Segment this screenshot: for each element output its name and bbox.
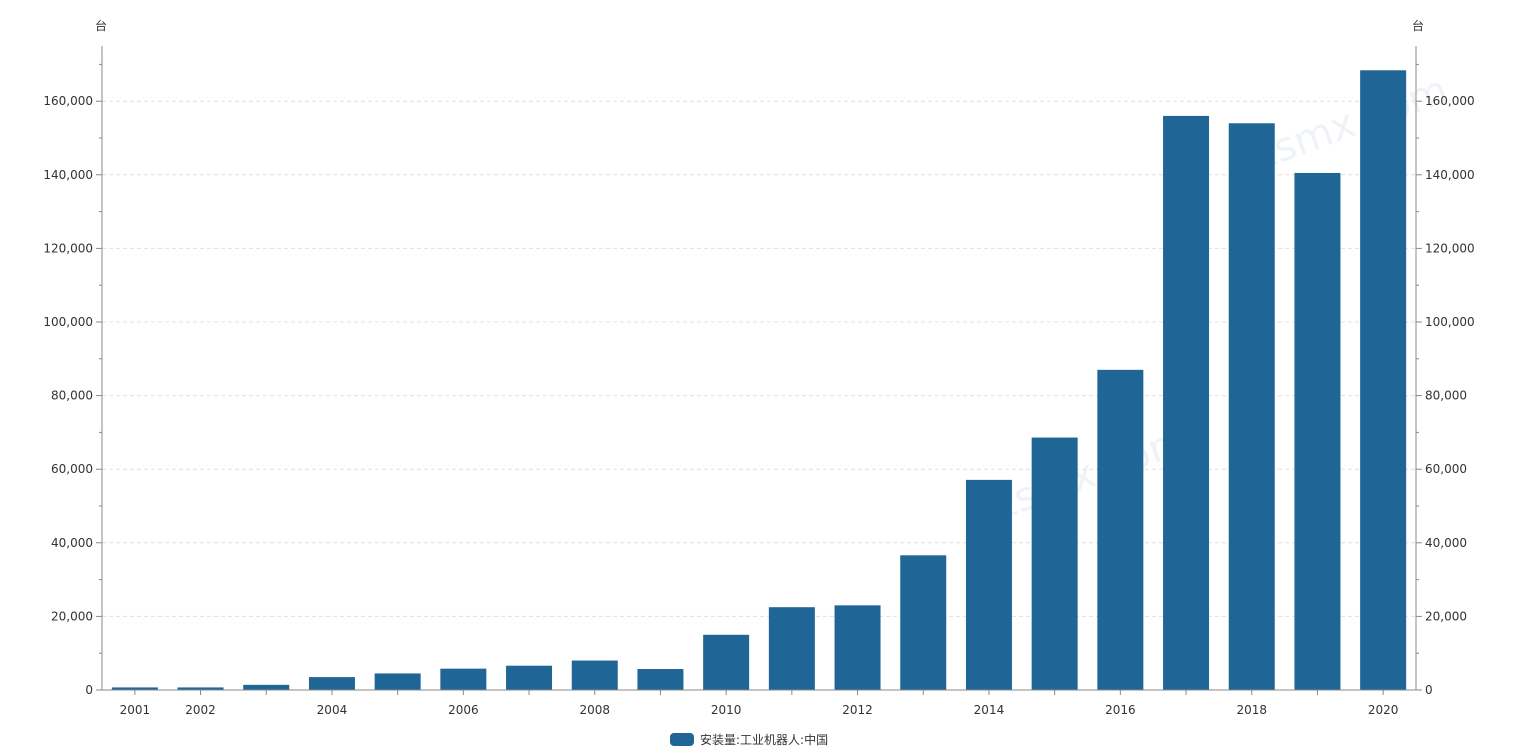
- left-y-axis-unit: 台: [95, 18, 107, 33]
- legend-label: 安装量:工业机器人:中国: [700, 732, 828, 747]
- right-y-tick-label: 100,000: [1425, 315, 1475, 329]
- bar-2004[interactable]: [308, 677, 355, 690]
- right-y-axis-unit: 台: [1412, 18, 1424, 33]
- bar-2014[interactable]: [965, 479, 1012, 690]
- x-tick-label: 2008: [579, 703, 610, 717]
- gridlines: [102, 100, 1416, 617]
- x-tick-label: 2016: [1105, 703, 1136, 717]
- x-tick-label: 2014: [974, 703, 1005, 717]
- left-y-tick-label: 100,000: [43, 315, 93, 329]
- axes: [101, 46, 1417, 691]
- bar-2003[interactable]: [243, 684, 290, 690]
- x-tick-label: 2002: [185, 703, 216, 717]
- bar-2016[interactable]: [1097, 369, 1144, 690]
- left-y-tick-label: 120,000: [43, 241, 93, 255]
- bar-2018[interactable]: [1228, 123, 1275, 690]
- bar-2009[interactable]: [637, 669, 684, 690]
- bar-2005[interactable]: [374, 673, 421, 690]
- right-y-tick-label: 140,000: [1425, 168, 1475, 182]
- right-y-tick-label: 160,000: [1425, 94, 1475, 108]
- left-y-tick-label: 80,000: [51, 389, 93, 403]
- bar-2017[interactable]: [1163, 115, 1210, 691]
- right-y-tick-label: 40,000: [1425, 536, 1467, 550]
- right-y-tick-label: 20,000: [1425, 609, 1467, 623]
- x-tick-label: 2006: [448, 703, 479, 717]
- left-y-tick-label: 40,000: [51, 536, 93, 550]
- bar-2007[interactable]: [506, 665, 553, 690]
- bar-2008[interactable]: [571, 660, 618, 690]
- bar-2015[interactable]: [1031, 437, 1078, 690]
- bar-2019[interactable]: [1294, 172, 1341, 690]
- x-tick-label: 2012: [842, 703, 873, 717]
- left-y-tick-label: 0: [85, 683, 93, 697]
- watermark-text: zsmx.com: [988, 417, 1194, 530]
- bar-series: [111, 70, 1407, 691]
- x-axis-ticks: 2001 2002 2004 2006 2008 2010 2012 2014 2016 2018…: [120, 690, 1399, 717]
- right-y-tick-label: 60,000: [1425, 462, 1467, 476]
- bar-2002[interactable]: [177, 687, 224, 690]
- watermark-text: zsmx.com: [1248, 67, 1454, 180]
- x-tick-label: 2018: [1236, 703, 1267, 717]
- bar-2001[interactable]: [111, 687, 158, 690]
- left-y-axis-ticks: 0 20,000 40,000 60,000 80,000 100,000 120,000 1…: [43, 63, 102, 697]
- x-tick-label: 2010: [711, 703, 742, 717]
- right-y-tick-label: 120,000: [1425, 241, 1475, 255]
- left-y-tick-label: 140,000: [43, 168, 93, 182]
- left-y-tick-label: 60,000: [51, 462, 93, 476]
- bar-2020[interactable]: [1360, 70, 1407, 690]
- left-y-tick-label: 160,000: [43, 94, 93, 108]
- right-y-tick-label: 80,000: [1425, 389, 1467, 403]
- right-y-axis-ticks: 0 20,000 40,000 60,000 80,000 100,000 120,000 1…: [1416, 63, 1475, 697]
- bar-2010[interactable]: [703, 634, 750, 690]
- legend-swatch: [670, 733, 694, 746]
- bar-2011[interactable]: [768, 607, 815, 690]
- x-tick-label: 2004: [317, 703, 348, 717]
- legend[interactable]: 安装量:工业机器人:中国: [670, 732, 828, 747]
- bar-2006[interactable]: [440, 668, 487, 690]
- bar-2013[interactable]: [900, 555, 947, 690]
- x-tick-label: 2020: [1368, 703, 1399, 717]
- x-tick-label: 2001: [120, 703, 151, 717]
- bar-2012[interactable]: [834, 605, 881, 690]
- right-y-tick-label: 0: [1425, 683, 1433, 697]
- left-y-tick-label: 20,000: [51, 609, 93, 623]
